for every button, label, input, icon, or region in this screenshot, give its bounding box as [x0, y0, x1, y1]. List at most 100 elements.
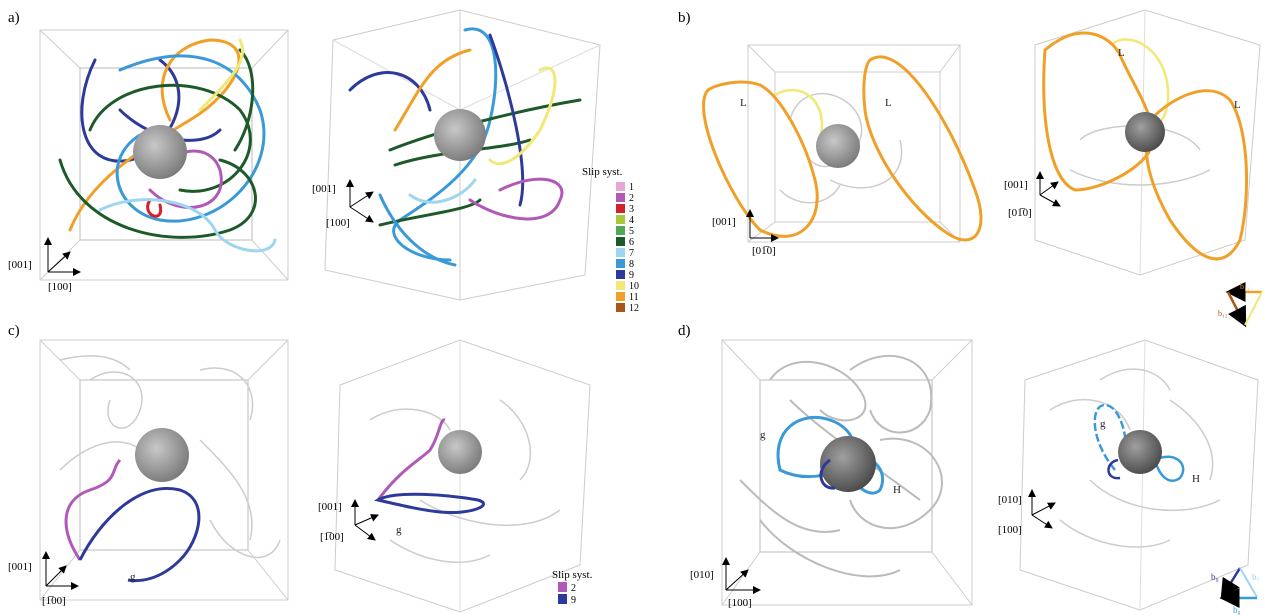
burgers-triangle-b: b₁₁ b₁₂	[1218, 282, 1263, 328]
axis-label: [001]	[1004, 179, 1028, 191]
legend-swatch	[616, 182, 625, 191]
axis-label: [001]	[312, 183, 336, 195]
panel-b: b) L L [001] [01̅0]	[678, 9, 1263, 328]
legend-swatch	[616, 215, 625, 224]
inclusion-sphere	[434, 109, 486, 161]
axis-triad-d-left: [010] [100]	[690, 557, 761, 609]
legend-swatch	[616, 292, 625, 301]
axis-triad-c-left: [001] [1̅00]	[8, 551, 79, 607]
legend-swatch	[616, 248, 625, 257]
panel-b-left-view: L L [001] [01̅0]	[702, 44, 983, 257]
panel-c: c) g [001] [1̅00]	[8, 323, 593, 613]
annotation-label: L	[1234, 99, 1241, 111]
panel-d: d) g H [010]	[678, 323, 1260, 615]
legend-label: 2	[571, 583, 576, 594]
legend-swatch	[616, 259, 625, 268]
legend-label: 11	[629, 292, 639, 303]
burgers-vector-label: b₁₁	[1240, 282, 1250, 291]
cube-outer-frame	[39, 29, 289, 281]
annotation-label: g	[1100, 418, 1106, 430]
axis-label: [001]	[318, 501, 342, 513]
axis-triad-a-right: [001] [100]	[312, 179, 374, 229]
panel-label-b: b)	[678, 10, 691, 26]
legend-swatch	[558, 582, 567, 592]
inclusion-sphere	[135, 428, 189, 482]
panel-d-left-view: g H [010] [100]	[690, 339, 973, 609]
inclusion-sphere	[820, 436, 876, 492]
burgers-vector-label: b₉	[1211, 572, 1219, 582]
axis-label: [001]	[8, 259, 32, 271]
axis-label: [01̅0]	[1008, 207, 1032, 219]
axis-label: [1̅00]	[42, 595, 66, 607]
legend-label: 9	[629, 270, 634, 281]
legend-label: 7	[629, 248, 634, 259]
annotation-label: H	[893, 484, 901, 496]
axis-label: [010]	[998, 494, 1022, 506]
panel-a-left-view: [001] [100]	[8, 29, 289, 293]
legend-swatch	[616, 193, 625, 202]
annotation-label: g	[130, 571, 136, 583]
inclusion-sphere	[1118, 430, 1162, 474]
panel-label-c: c)	[8, 323, 20, 339]
inclusion-sphere	[816, 124, 860, 168]
panel-label-d: d)	[678, 323, 691, 339]
annotation-label: g	[760, 429, 766, 441]
legend-title: Slip syst.	[582, 166, 623, 178]
panel-c-right-view: g [001] [1̅00]	[318, 339, 591, 613]
legend-swatch	[616, 281, 625, 290]
burgers-triangle-d: b₉ b₇ b₈	[1211, 567, 1260, 615]
axis-label: [100]	[998, 524, 1022, 536]
annotation-label: H	[1192, 473, 1200, 485]
legend-swatch	[616, 270, 625, 279]
panel-label-a: a)	[8, 10, 20, 26]
axis-label: [010]	[690, 569, 714, 581]
slip-system-legend-c: Slip syst. 29	[552, 569, 593, 606]
legend-label: 4	[629, 215, 634, 226]
legend-label: 5	[629, 226, 634, 237]
axis-label: [001]	[8, 561, 32, 573]
legend-swatch	[616, 204, 625, 213]
inclusion-sphere	[133, 125, 187, 179]
annotation-label: L	[740, 97, 747, 109]
panel-a-right-view: [001] [100]	[312, 9, 601, 301]
legend-swatch	[616, 226, 625, 235]
axis-label: [1̅00]	[320, 531, 344, 543]
axis-label: [001]	[712, 216, 736, 228]
inclusion-sphere	[438, 430, 482, 474]
legend-swatch	[558, 594, 567, 604]
legend-label: 1	[629, 182, 634, 193]
axis-triad-b-right: [001] [01̅0]	[1004, 171, 1061, 219]
axis-label: [01̅0]	[752, 245, 776, 257]
annotation-label: g	[396, 524, 402, 536]
panel-d-right-view: g H [010] [100]	[998, 339, 1259, 611]
legend-label: 6	[629, 237, 634, 248]
legend-label: 2	[629, 193, 634, 204]
burgers-vector-label: b₈	[1233, 605, 1241, 615]
burgers-vector-label: b₁₂	[1218, 309, 1228, 318]
panel-b-right-view: L L [001] [01̅0]	[1004, 9, 1261, 276]
legend-swatch	[616, 237, 625, 246]
panel-a: a)	[8, 9, 639, 314]
legend-label: 12	[629, 303, 639, 314]
legend-label: 9	[571, 595, 576, 606]
annotation-label: L	[1118, 47, 1125, 59]
axis-triad-b-left: [001] [01̅0]	[712, 209, 779, 257]
axis-label: [100]	[48, 281, 72, 293]
legend-swatch	[616, 303, 625, 312]
legend-title: Slip syst.	[552, 569, 593, 581]
axis-label: [100]	[728, 597, 752, 609]
annotation-label: L	[885, 97, 892, 109]
axis-label: [100]	[326, 217, 350, 229]
legend-label: 3	[629, 204, 634, 215]
burgers-vector-label: b₇	[1252, 572, 1260, 582]
axis-triad-c-right: [001] [1̅00]	[318, 499, 379, 543]
legend-label: 10	[629, 281, 639, 292]
panel-c-left-view: g [001] [1̅00]	[8, 339, 289, 607]
legend-label: 8	[629, 259, 634, 270]
axis-triad-d-right: [010] [100]	[998, 489, 1056, 536]
axis-triad-a-left: [001] [100]	[8, 237, 81, 293]
inclusion-sphere	[1125, 112, 1165, 152]
dislocation-loops	[58, 38, 277, 253]
